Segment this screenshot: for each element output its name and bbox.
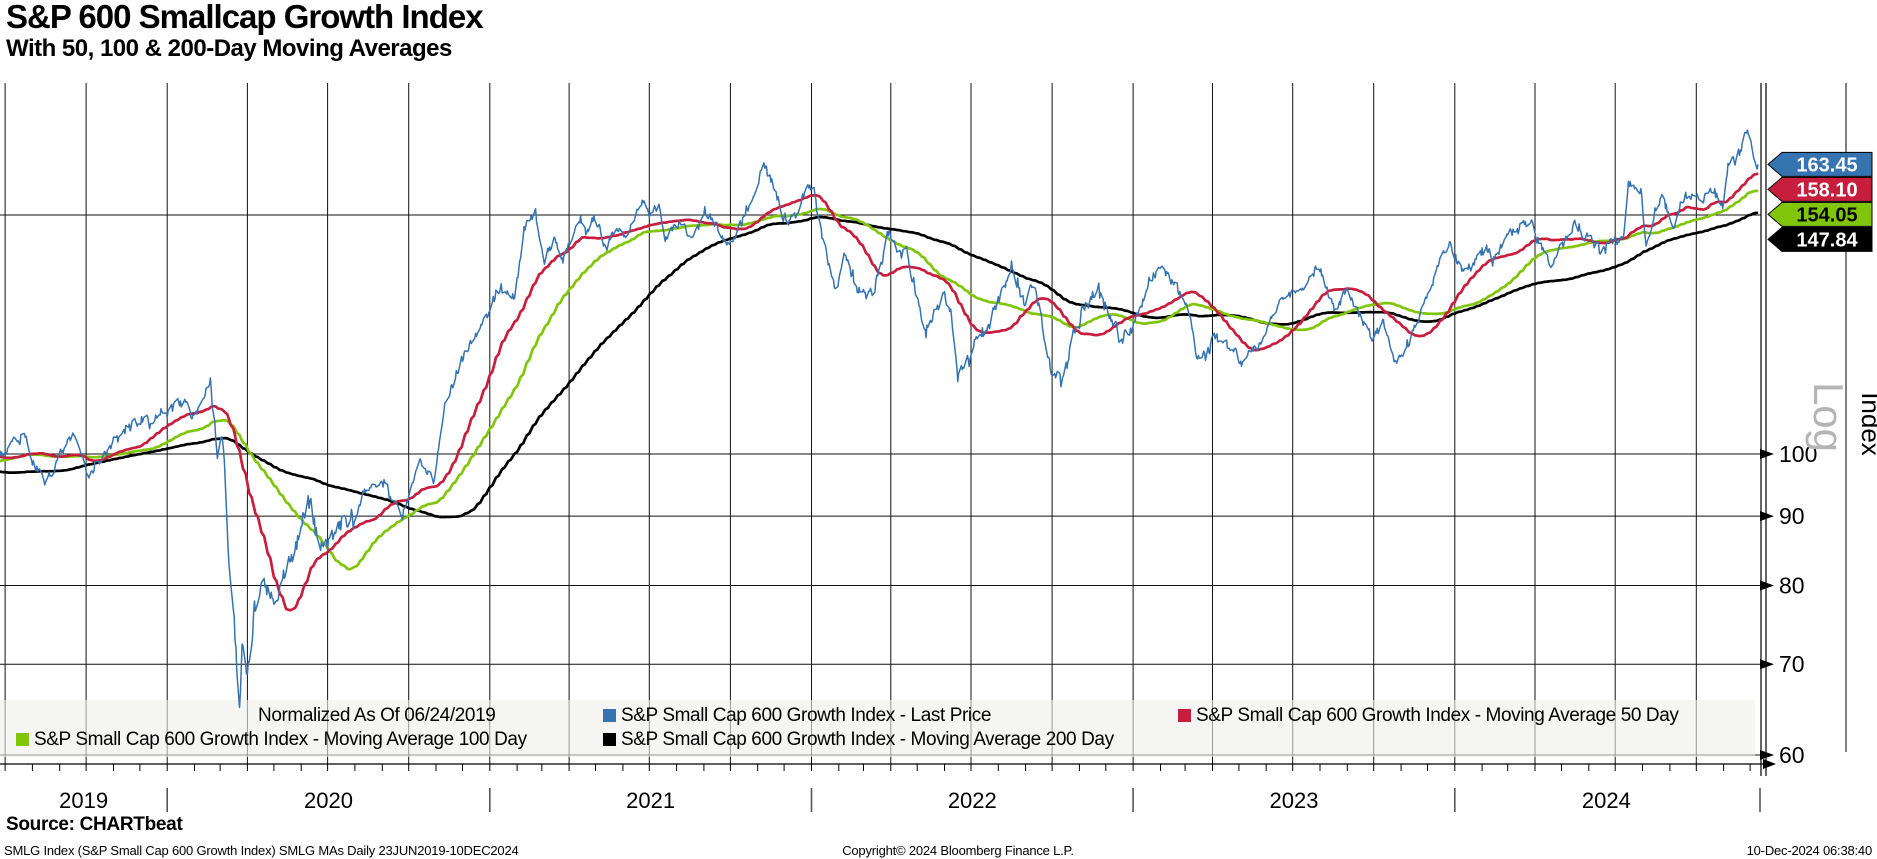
source-line: Source: CHARTbeat bbox=[6, 814, 183, 835]
page-title: S&P 600 Smallcap Growth Index bbox=[6, 0, 484, 35]
footer-timestamp: 10-Dec-2024 06:38:40 bbox=[1746, 843, 1873, 858]
price-tag-label: 154.05 bbox=[1796, 204, 1857, 226]
legend-last-price: S&P Small Cap 600 Growth Index - Last Pr… bbox=[621, 705, 992, 726]
price-tag bbox=[1767, 226, 1873, 252]
legend-panel bbox=[0, 700, 1755, 757]
footer-ticker-line: SMLG Index (S&P Small Cap 600 Growth Ind… bbox=[4, 843, 519, 858]
ma-50-line bbox=[0, 172, 1759, 612]
y-tick-arrow-icon bbox=[1760, 511, 1774, 522]
ma100-swatch-icon bbox=[16, 733, 29, 746]
price-tag-label: 158.10 bbox=[1796, 179, 1857, 201]
x-axis-arrow-icon bbox=[1763, 759, 1776, 769]
y-tick-label-100: 100 bbox=[1779, 441, 1817, 467]
y-tick-label-70: 70 bbox=[1779, 651, 1805, 677]
ma-100-line bbox=[0, 189, 1759, 571]
price-tag bbox=[1767, 151, 1873, 177]
index-axis-title: Index bbox=[1856, 392, 1877, 456]
price-tag-label: 147.84 bbox=[1796, 229, 1858, 251]
ma200-swatch-icon bbox=[603, 733, 616, 746]
y-tick-arrow-icon bbox=[1760, 659, 1774, 670]
ma-200-line bbox=[0, 211, 1759, 519]
price-tag bbox=[1767, 176, 1873, 202]
y-tick-arrow-icon bbox=[1760, 580, 1774, 591]
legend-ma-200: S&P Small Cap 600 Growth Index - Moving … bbox=[621, 729, 1114, 750]
legend-normalized-note: Normalized As Of 06/24/2019 bbox=[258, 705, 496, 726]
y-tick-label-90: 90 bbox=[1779, 503, 1805, 529]
legend-ma-50: S&P Small Cap 600 Growth Index - Moving … bbox=[1196, 705, 1679, 726]
y-tick-label-60: 60 bbox=[1779, 742, 1805, 768]
footer-copyright: Copyright© 2024 Bloomberg Finance L.P. bbox=[842, 843, 1074, 858]
price-tag bbox=[1767, 201, 1873, 227]
y-tick-arrow-icon bbox=[1760, 750, 1774, 760]
x-tick-label-2020: 2020 bbox=[304, 788, 353, 813]
log-scale-label: Log bbox=[1805, 382, 1852, 452]
page-subtitle: With 50, 100 & 200-Day Moving Averages bbox=[6, 35, 452, 62]
x-tick-label-2019: 2019 bbox=[59, 788, 108, 813]
x-tick-label-2024: 2024 bbox=[1582, 788, 1631, 813]
y-tick-label-80: 80 bbox=[1779, 573, 1805, 599]
x-tick-label-2023: 2023 bbox=[1270, 788, 1319, 813]
last-price-swatch-icon bbox=[603, 709, 616, 722]
y-tick-arrow-icon bbox=[1760, 449, 1774, 459]
x-tick-label-2022: 2022 bbox=[948, 788, 997, 813]
last-price-line bbox=[0, 129, 1759, 709]
ma50-swatch-icon bbox=[1178, 709, 1191, 722]
price-tag-label: 163.45 bbox=[1796, 154, 1857, 176]
legend-ma-100: S&P Small Cap 600 Growth Index - Moving … bbox=[34, 729, 527, 750]
x-tick-label-2021: 2021 bbox=[626, 788, 675, 813]
